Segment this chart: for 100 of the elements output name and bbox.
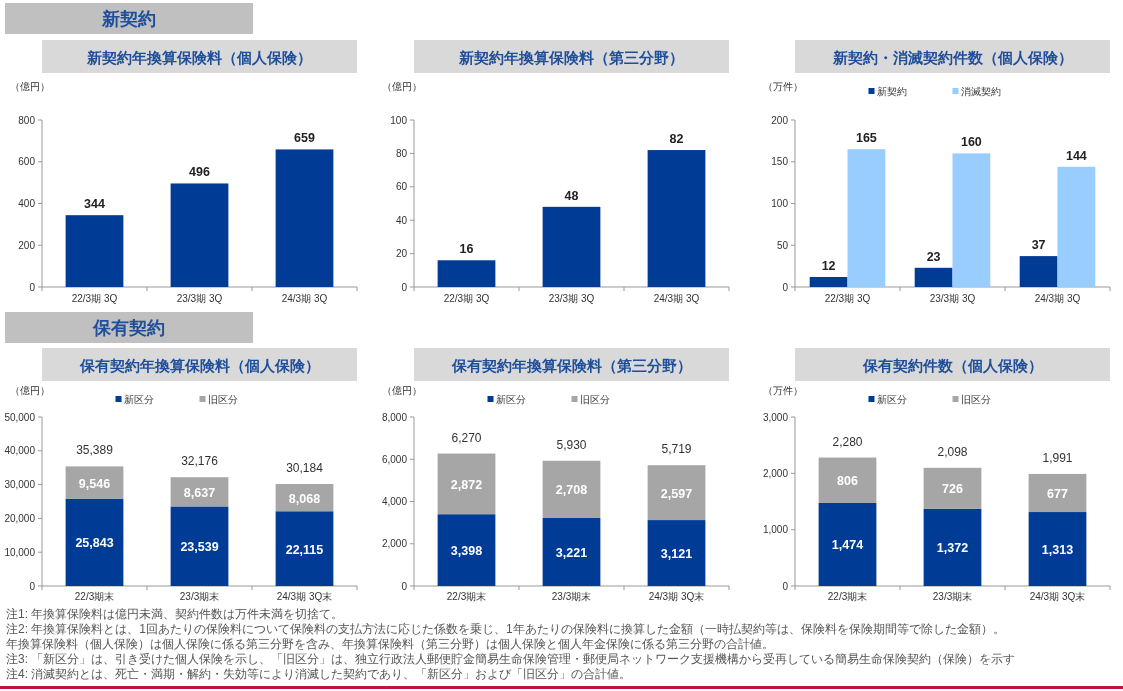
chart-title: 保有契約件数（個人保険）: [861, 357, 1043, 374]
text: 注1: 年換算保険料は億円未満、契約件数は万件未満を切捨て。: [6, 607, 344, 621]
x-tick-label: 22/3期末: [827, 591, 868, 602]
x-tick-label: 23/3期末: [551, 591, 592, 602]
data-label: 8,637: [183, 485, 216, 500]
y-tick-label: 2,000: [762, 467, 789, 479]
bar: [1019, 256, 1058, 287]
x-tick-label: 22/3期 3Q: [71, 293, 118, 304]
text: 新契約: [101, 9, 156, 29]
bar: [65, 215, 124, 287]
data-label: 677: [1047, 486, 1068, 501]
x-tick-label: 24/3期 3Q末: [648, 591, 705, 602]
data-label: 48: [564, 188, 579, 203]
y-tick-label: 0: [782, 281, 789, 293]
y-axis-title: （億円）: [382, 385, 422, 396]
x-tick-label: 22/3期末: [446, 591, 487, 602]
total-label: 5,719: [661, 442, 692, 457]
y-axis-title: （億円）: [10, 385, 50, 396]
bar: [647, 150, 706, 287]
bar: [1057, 166, 1096, 287]
bar: [542, 460, 601, 518]
y-tick-label: 40,000: [4, 445, 36, 457]
bar: [65, 498, 124, 586]
bar: [923, 508, 982, 586]
y-tick-label: 0: [782, 580, 789, 592]
total-label: 35,389: [76, 443, 114, 458]
data-label: 344: [84, 197, 105, 212]
data-label: 23,539: [180, 540, 219, 555]
legend-label: 旧区分: [960, 394, 991, 405]
chart-title: 新契約・消滅契約件数（個人保険）: [831, 49, 1073, 66]
x-tick-label: 24/3期 3Q: [653, 293, 700, 304]
legend-label: 旧区分: [207, 394, 238, 405]
total-label: 2,098: [937, 444, 968, 459]
chart-title: 保有契約年換算保険料（第三分野）: [450, 357, 692, 374]
x-tick-label: 23/3期末: [932, 591, 973, 602]
bar: [952, 153, 991, 287]
y-tick-label: 100: [390, 114, 408, 126]
total-label: 1,991: [1042, 450, 1073, 465]
bar: [818, 457, 877, 503]
y-tick-label: 2,000: [381, 538, 408, 550]
data-label: 3,221: [555, 545, 588, 560]
data-label: 659: [294, 131, 315, 146]
total-label: 6,270: [451, 430, 482, 445]
y-tick-label: 600: [18, 156, 36, 168]
text: 年換算保険料（個人保険）は個人保険に係る第三分野を含み、年換算保険料（第三分野）は個人保険と個人年金保険に係る第三分野の合計値。: [6, 637, 774, 651]
data-label: 12: [821, 258, 836, 273]
y-tick-label: 3,000: [762, 411, 789, 423]
y-tick-label: 60: [395, 181, 408, 193]
data-label: 165: [855, 131, 877, 146]
x-tick-label: 22/3期 3Q: [824, 293, 871, 304]
bar: [1028, 512, 1087, 586]
chart-title: 保有契約年換算保険料（個人保険）: [78, 357, 320, 374]
y-tick-label: 200: [18, 239, 36, 251]
y-tick-label: 100: [771, 198, 789, 209]
data-label: 2,708: [555, 483, 588, 498]
data-label: 1,372: [936, 541, 969, 556]
legend-label: 新区分: [495, 394, 526, 405]
data-label: 82: [669, 132, 684, 147]
y-tick-label: 150: [771, 156, 789, 168]
x-tick-label: 24/3期 3Q末: [1029, 591, 1086, 602]
y-tick-label: 10,000: [4, 546, 36, 558]
y-tick-label: 40: [395, 214, 408, 226]
legend-label: 新区分: [123, 394, 154, 405]
y-axis-title: （万件）: [763, 385, 803, 396]
y-tick-label: 6,000: [381, 453, 408, 465]
y-tick-label: 1,000: [762, 524, 789, 536]
data-label: 2,597: [660, 486, 693, 501]
data-label: 16: [459, 242, 474, 257]
x-tick-label: 23/3期 3Q: [176, 293, 223, 304]
data-label: 22,115: [285, 542, 324, 557]
data-label: 25,843: [75, 536, 114, 551]
total-label: 30,184: [286, 460, 324, 475]
x-tick-label: 23/3期末: [179, 591, 220, 602]
x-tick-label: 22/3期末: [74, 591, 115, 602]
chart-title: 新契約年換算保険料（第三分野）: [458, 49, 684, 66]
bar: [437, 453, 496, 515]
x-tick-label: 22/3期 3Q: [443, 293, 490, 304]
data-label: 23: [926, 249, 941, 264]
data-label: 496: [189, 165, 210, 180]
data-label: 726: [942, 482, 963, 497]
y-tick-label: 20: [395, 248, 408, 260]
bar: [923, 467, 982, 509]
legend-label: 消滅契約: [960, 86, 1001, 97]
bar: [542, 517, 601, 586]
total-label: 32,176: [181, 454, 219, 469]
data-label: 1,313: [1041, 543, 1074, 558]
data-label: 9,546: [78, 476, 111, 491]
y-tick-label: 400: [18, 198, 36, 209]
x-tick-label: 24/3期 3Q: [1034, 293, 1081, 304]
y-tick-label: 0: [29, 281, 36, 293]
data-label: 8,068: [288, 491, 321, 506]
y-tick-label: 80: [395, 147, 408, 159]
text: 注2: 年換算保険料とは、1回あたりの保険料について保険料の支払方法に応じた係数を乗じ、1年あたりの保険料に換算した金額（一時払契約等は、保険料を保険期間等で除した金額）。: [6, 622, 1005, 636]
bar: [914, 267, 953, 287]
x-tick-label: 24/3期 3Q: [281, 293, 328, 304]
y-tick-label: 200: [771, 114, 789, 126]
chart-title: 新契約年換算保険料（個人保険）: [86, 49, 312, 66]
y-tick-label: 20,000: [4, 512, 36, 524]
text: 注3: 「新区分」は、引き受けた個人保険を示し、「旧区分」は、独立行政法人郵便貯金簡易生命保険管理・郵便局ネットワーク支援機構から受再している簡易生命保険契約（保険）を示す: [6, 652, 1016, 666]
legend-label: 新契約: [876, 86, 907, 97]
